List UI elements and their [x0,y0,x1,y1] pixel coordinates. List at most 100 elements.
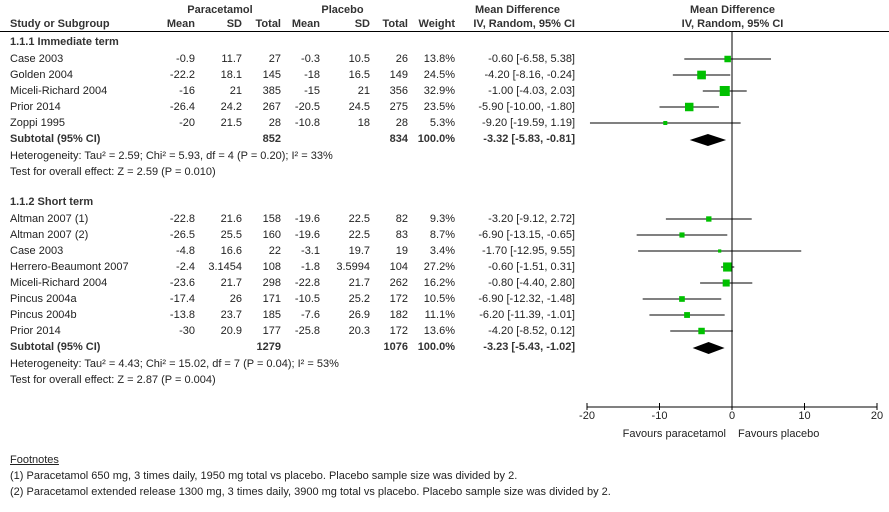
study-ci-text: -0.60 [-1.51, 0.31] [488,261,575,273]
point-estimate-square [684,102,694,112]
footnotes-title: Footnotes [10,454,59,466]
study-name: Prior 2014 [10,101,61,113]
point-estimate-square [722,279,730,287]
study-weight: 13.6% [423,325,455,337]
study-sd2: 21 [357,85,370,97]
study-sd2: 3.5994 [336,261,370,273]
x-tick-label: -10 [651,410,668,422]
group2-header: Placebo [321,4,364,16]
study-name: Miceli-Richard 2004 [10,277,108,289]
study-sd2: 21.7 [348,277,370,289]
study-mean1: -13.8 [169,309,195,321]
study-mean1: -26.4 [169,101,195,113]
x-tick-label: -20 [579,410,595,422]
effect-header: Mean Difference [475,4,560,16]
study-weight: 9.3% [429,213,455,225]
study-sd2: 18 [357,117,370,129]
study-name: Prior 2014 [10,325,61,337]
study-name: Zoppi 1995 [10,117,66,129]
subgroup-title: 1.1.1 Immediate term [10,36,119,48]
study-weight: 23.5% [423,101,455,113]
study-sd1: 21.5 [220,117,242,129]
study-sd2: 16.5 [348,69,370,81]
study-sd1: 16.6 [220,245,242,257]
study-n1: 185 [262,309,281,321]
study-n1: 22 [268,245,281,257]
study-n2: 262 [389,277,408,289]
point-estimate-square [723,262,733,272]
study-weight: 16.2% [423,277,455,289]
point-estimate-square [718,249,722,253]
study-ci-text: -1.70 [-12.95, 9.55] [482,245,575,257]
col-ci: IV, Random, 95% CI [473,18,575,30]
study-ci-text: -9.20 [-19.59, 1.19] [482,117,575,129]
study-mean1: -20 [179,117,195,129]
footnote-1: (1) Paracetamol 650 mg, 3 times daily, 1… [10,470,518,482]
study-sd2: 24.5 [348,101,370,113]
study-sd2: 22.5 [348,229,370,241]
study-n1: 177 [262,325,281,337]
study-mean2: -25.8 [294,325,320,337]
col-total2: Total [382,18,408,30]
study-sd1: 21 [229,85,242,97]
study-sd1: 18.1 [220,69,242,81]
study-sd2: 22.5 [348,213,370,225]
x-tick-label: 20 [870,410,884,422]
study-sd2: 10.5 [348,53,370,65]
study-mean2: -10.5 [294,293,320,305]
study-sd1: 3.1454 [208,261,242,273]
point-estimate-square [679,296,685,302]
study-weight: 3.4% [429,245,455,257]
study-mean2: -22.8 [294,277,320,289]
study-mean2: -3.1 [301,245,320,257]
point-estimate-square [698,327,705,335]
subtotal-diamond [689,134,727,146]
study-n1: 145 [262,69,281,81]
study-name: Altman 2007 (1) [10,213,89,225]
study-sd1: 23.7 [220,309,242,321]
study-name: Altman 2007 (2) [10,229,89,241]
study-name: Case 2003 [10,245,64,257]
study-n2: 26 [395,53,408,65]
study-sd1: 11.7 [221,53,242,65]
study-ci-text: -4.20 [-8.16, -0.24] [484,69,576,81]
subtotal-diamond [692,342,725,354]
study-ci-text: -6.20 [-11.39, -1.01] [479,309,575,321]
col-mean2: Mean [291,18,320,30]
study-ci-text: -0.80 [-4.40, 2.80] [488,277,575,289]
subtotal-n1: 852 [262,133,281,145]
header-rule [0,31,889,32]
study-name: Miceli-Richard 2004 [10,85,108,97]
x-tick-label: 0 [728,410,736,422]
study-n1: 385 [262,85,281,97]
study-ci-text: -6.90 [-12.32, -1.48] [478,293,575,305]
study-n2: 172 [389,293,408,305]
study-weight: 11.1% [424,309,455,321]
study-n1: 28 [268,117,281,129]
overall-effect-text: Test for overall effect: Z = 2.87 (P = 0… [10,374,216,386]
study-mean2: -10.8 [294,117,320,129]
subtotal-n2: 1076 [383,341,408,353]
study-ci-text: -4.20 [-8.52, 0.12] [488,325,575,337]
point-estimate-square [724,55,731,63]
study-mean1: -4.8 [176,245,195,257]
study-n2: 356 [389,85,408,97]
study-weight: 5.3% [429,117,455,129]
study-n2: 182 [389,309,408,321]
point-estimate-square [679,232,685,238]
col-study: Study or Subgroup [10,18,110,30]
col-mean1: Mean [166,18,195,30]
study-n2: 172 [389,325,408,337]
study-name: Pincus 2004a [10,293,77,305]
subgroup-title: 1.1.2 Short term [10,196,94,208]
study-mean2: -19.6 [294,213,320,225]
study-mean1: -17.4 [169,293,195,305]
study-weight: 13.8% [423,53,455,65]
subtotal-label: Subtotal (95% CI) [10,133,101,145]
group1-header: Paracetamol [187,4,253,16]
favours-right-label: Favours placebo [738,428,820,440]
subtotal-ci: -3.23 [-5.43, -1.02] [483,341,575,353]
study-weight: 8.7% [429,229,455,241]
study-n1: 171 [262,293,281,305]
